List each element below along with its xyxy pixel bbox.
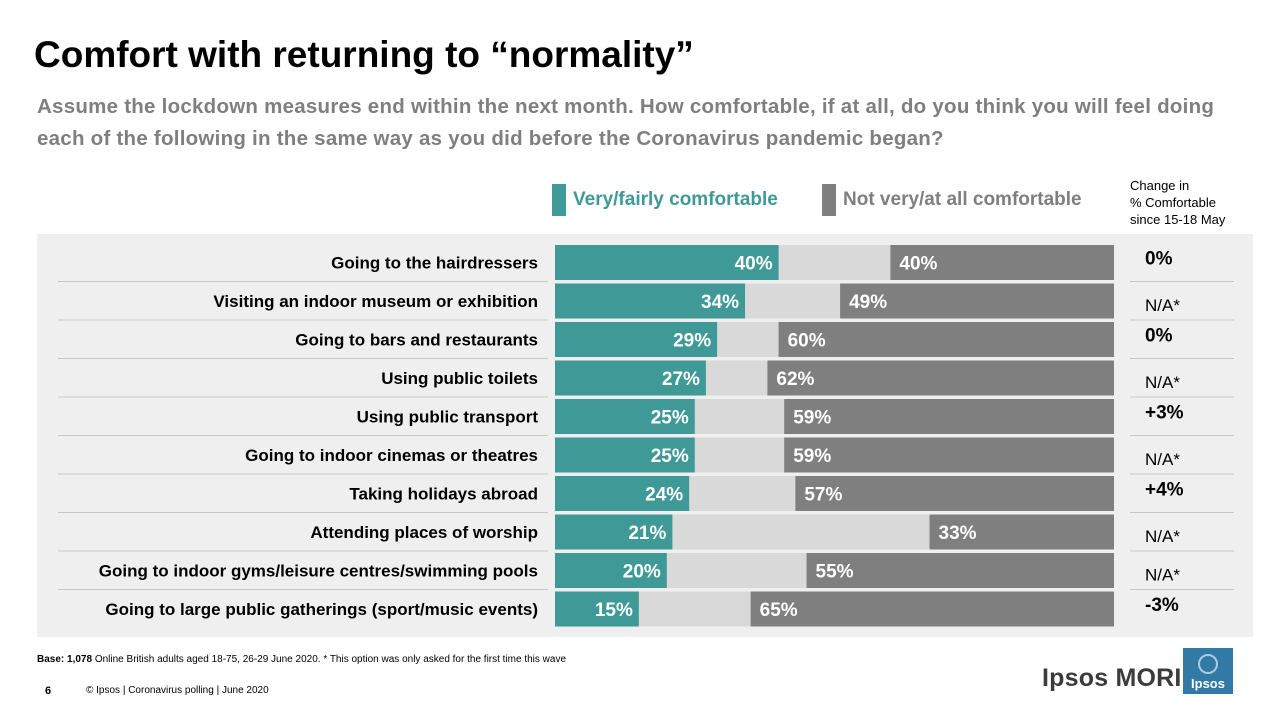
base-n: 1,078 [67, 654, 93, 665]
bar-comfortable [555, 553, 667, 588]
change-value: +3% [1145, 403, 1184, 424]
data-label-comfortable: 25% [651, 446, 689, 467]
bar-comfortable [555, 591, 639, 627]
change-value: 0% [1145, 326, 1173, 347]
change-value: 0% [1145, 249, 1173, 270]
ipsos-mori-wordmark: Ipsos MORI [1042, 664, 1182, 692]
change-value: N/A* [1145, 527, 1180, 546]
ipsos-logo-icon: Ipsos [1183, 648, 1233, 694]
bar-comfortable [555, 322, 718, 357]
change-value: N/A* [1145, 566, 1180, 585]
logo-text: Ipsos [1191, 676, 1225, 691]
legend-comfortable: Very/fairly comfortable [552, 184, 778, 216]
data-label-comfortable: 34% [701, 292, 739, 313]
bar-not-comfortable [778, 322, 1114, 357]
change-header-line-3: since 15-18 May [1130, 212, 1226, 227]
data-label-not-comfortable: 40% [899, 254, 937, 275]
data-label-not-comfortable: 65% [760, 600, 798, 621]
bar-not-comfortable [806, 553, 1114, 588]
bar-comfortable [555, 245, 779, 280]
data-label-not-comfortable: 33% [939, 523, 977, 544]
bar-not-comfortable [840, 283, 1114, 319]
data-label-comfortable: 15% [595, 600, 633, 621]
change-value: N/A* [1145, 296, 1180, 315]
data-label-not-comfortable: 49% [849, 292, 887, 313]
data-label-comfortable: 40% [735, 254, 773, 275]
bar-comfortable [555, 437, 695, 473]
category-label: Using public toilets [381, 369, 538, 388]
bar-comfortable [555, 514, 673, 550]
data-label-comfortable: 29% [673, 331, 711, 352]
bar-comfortable [555, 283, 746, 319]
base-text: Online British adults aged 18-75, 26-29 … [92, 654, 567, 665]
base-label: Base: [37, 654, 65, 665]
category-label: Taking holidays abroad [349, 485, 538, 504]
category-label: Going to indoor cinemas or theatres [245, 446, 538, 465]
category-label: Going to bars and restaurants [295, 331, 538, 350]
change-value: N/A* [1145, 450, 1180, 469]
category-label: Going to large public gatherings (sport/… [105, 600, 538, 619]
category-label: Attending places of worship [310, 523, 538, 542]
legend-swatch-not-comfortable [822, 184, 836, 216]
data-label-not-comfortable: 55% [816, 562, 854, 583]
data-label-comfortable: 21% [628, 523, 666, 544]
data-label-comfortable: 27% [662, 369, 700, 390]
bar-not-comfortable [767, 360, 1114, 396]
legend-label-comfortable: Very/fairly comfortable [573, 189, 778, 210]
legend-not-comfortable: Not very/at all comfortable [822, 184, 1082, 216]
bar-comfortable [555, 360, 706, 396]
copyright-text: © Ipsos | Coronavirus polling | June 202… [86, 685, 269, 696]
bar-not-comfortable [890, 245, 1114, 280]
category-label: Using public transport [357, 408, 539, 427]
bar-comfortable [555, 476, 690, 511]
data-label-comfortable: 20% [623, 562, 661, 583]
change-header-line-1: Change in [1130, 178, 1190, 193]
change-value: -3% [1145, 595, 1179, 616]
bar-not-comfortable [784, 437, 1114, 473]
data-label-not-comfortable: 59% [793, 408, 831, 429]
question-subtitle: Assume the lockdown measures end within … [37, 95, 1215, 150]
bar-not-comfortable [795, 476, 1114, 511]
bar-not-comfortable [784, 399, 1114, 434]
legend-label-not-comfortable: Not very/at all comfortable [843, 189, 1082, 210]
bar-comfortable [555, 399, 695, 434]
category-label: Going to the hairdressers [331, 254, 538, 273]
bar-not-comfortable [750, 591, 1114, 627]
data-label-comfortable: 25% [651, 408, 689, 429]
page-number: 6 [45, 685, 52, 697]
data-label-not-comfortable: 60% [788, 331, 826, 352]
data-label-comfortable: 24% [645, 485, 683, 506]
bar-not-comfortable [929, 514, 1114, 550]
category-label: Going to indoor gyms/leisure centres/swi… [99, 562, 538, 581]
data-label-not-comfortable: 59% [793, 446, 831, 467]
page-title: Comfort with returning to “normality” [34, 34, 694, 75]
data-label-not-comfortable: 57% [804, 485, 842, 506]
category-label: Visiting an indoor museum or exhibition [213, 292, 538, 311]
change-value: +4% [1145, 480, 1184, 501]
data-label-not-comfortable: 62% [776, 369, 814, 390]
change-header-line-2: % Comfortable [1130, 195, 1216, 210]
legend-swatch-comfortable [552, 184, 566, 216]
change-value: N/A* [1145, 373, 1180, 392]
change-column-header: Change in % Comfortable since 15-18 May [1130, 177, 1225, 228]
footer-base-note: Base: 1,078 Online British adults aged 1… [37, 654, 566, 665]
